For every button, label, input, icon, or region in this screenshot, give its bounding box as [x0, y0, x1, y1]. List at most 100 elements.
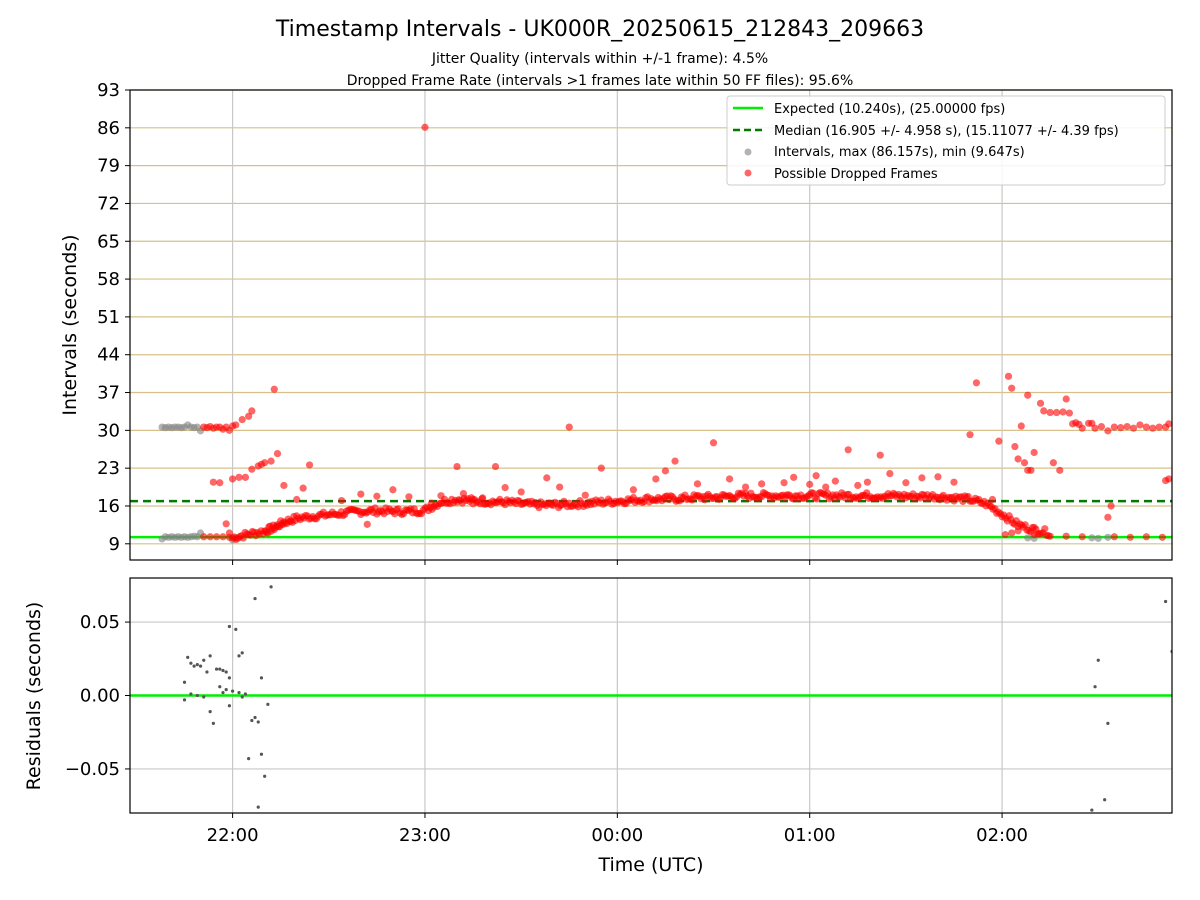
dropped-frame-point [357, 490, 365, 498]
residual-point [189, 692, 193, 696]
dropped-frame-point [280, 481, 288, 490]
chart-subtitle-dropped: Dropped Frame Rate (intervals >1 frames … [347, 73, 854, 89]
residual-point [221, 690, 225, 695]
dropped-frame-point [812, 472, 820, 480]
dropped-frame-point [1030, 531, 1038, 539]
residual-point [198, 664, 203, 668]
residual-point [218, 685, 222, 689]
intervals-y-axis-label: Intervals (seconds) [59, 234, 81, 415]
x-tick-label: 02:00 [976, 825, 1028, 846]
y-tick-label: 44 [97, 345, 120, 366]
residual-point [1106, 721, 1110, 726]
residual-point [221, 668, 225, 673]
dropped-frame-point [1020, 459, 1029, 467]
residual-point [1093, 685, 1097, 689]
residual-point [189, 661, 193, 665]
dropped-frame-point [299, 484, 307, 492]
dropped-frame-point [863, 478, 872, 486]
residual-point [208, 710, 212, 714]
dropped-frame-point [1165, 420, 1172, 428]
dropped-frame-point [597, 464, 605, 472]
dropped-frame-point [1056, 466, 1064, 474]
dropped-frame-point [725, 475, 734, 483]
interval-point [1094, 534, 1102, 542]
dropped-frame-point [565, 423, 573, 431]
dropped-frame-point [1041, 525, 1049, 533]
dropped-frame-point [1027, 466, 1035, 474]
dropped-frame-point [248, 465, 256, 473]
dropped-frame-point [709, 439, 718, 447]
residuals-x-ticks: 22:00 23:00 00:00 01:00 02:00 [207, 813, 1028, 846]
residual-point [182, 698, 187, 702]
y-tick-label: 58 [97, 269, 120, 290]
dropped-frame-point [225, 529, 233, 537]
x-tick-label: 01:00 [784, 825, 836, 846]
dropped-frame-point [1011, 442, 1019, 451]
dropped-frame-point [1129, 424, 1138, 432]
residuals-y-ticks: 0.05 0.00 −0.05 [65, 612, 130, 780]
dropped-frame-point [212, 533, 221, 541]
dropped-frame-point [338, 496, 346, 505]
dropped-frame-point [1046, 532, 1054, 540]
residual-point [237, 654, 241, 658]
dropped-frame-point [1078, 533, 1086, 541]
dropped-frame-point [1065, 409, 1074, 417]
dropped-frame-point [1036, 399, 1045, 407]
dropped-frame-point [491, 462, 500, 471]
dropped-frame-point [261, 459, 269, 467]
residual-point [224, 670, 228, 674]
dropped-frame-point [1017, 422, 1025, 430]
dropped-frame-point [1123, 422, 1131, 431]
dropped-frame-point [1059, 408, 1067, 416]
dropped-frame-point [421, 123, 429, 131]
dropped-frame-point [790, 473, 798, 481]
x-tick-label: 23:00 [399, 825, 451, 846]
residual-point [195, 663, 199, 667]
residual-point [250, 718, 254, 723]
residuals-y-axis-label: Residuals (seconds) [23, 602, 45, 791]
residual-point [227, 676, 231, 680]
dropped-frame-point [219, 533, 227, 541]
dropped-frame-point [629, 486, 637, 494]
dropped-frame-point [248, 407, 256, 415]
residual-point [205, 670, 209, 674]
dropped-frame-point [1014, 455, 1022, 463]
residual-point [266, 702, 270, 706]
dropped-frame-point [222, 520, 230, 528]
dropped-frame-point [822, 483, 830, 491]
dropped-frame-point [902, 479, 910, 487]
dropped-frame-point [831, 477, 839, 485]
dropped-frame-point [270, 385, 278, 393]
dropped-frame-point [1024, 391, 1032, 399]
dropped-frame-point [235, 473, 243, 481]
dropped-frame-point [806, 480, 814, 488]
dropped-frame-point [273, 449, 282, 458]
y-tick-label: 23 [97, 458, 120, 479]
dropped-frame-point [1107, 502, 1115, 510]
dropped-frame-point [453, 462, 461, 471]
dropped-frame-point [238, 415, 246, 424]
dropped-frame-point [934, 473, 942, 481]
dropped-frame-point [780, 479, 788, 487]
intervals-panel: 9 16 23 30 37 44 51 58 65 72 79 86 93 Intervals (sec… [59, 80, 1173, 565]
residual-point [214, 667, 219, 671]
y-tick-label: 37 [97, 383, 120, 404]
dropped-frame-point [556, 483, 564, 491]
dropped-frame-point [995, 437, 1003, 445]
y-tick-label: 30 [97, 420, 120, 441]
dropped-frame-point [1008, 384, 1016, 392]
y-tick-label: −0.05 [65, 759, 120, 780]
dropped-frame-point [1004, 372, 1013, 380]
interval-point [1088, 534, 1096, 542]
dropped-frame-point [1104, 513, 1112, 521]
dropped-frame-point [200, 533, 208, 541]
residual-point [237, 690, 241, 695]
residual-point [247, 757, 251, 761]
y-tick-label: 79 [97, 156, 120, 177]
dropped-frame-point [1008, 529, 1016, 537]
dropped-frame-point [813, 495, 821, 503]
residual-point [202, 658, 206, 662]
y-tick-label: 0.00 [80, 686, 120, 707]
legend: Expected (10.240s), (25.00000 fps) Media… [726, 95, 1166, 186]
residual-point [1090, 808, 1094, 812]
